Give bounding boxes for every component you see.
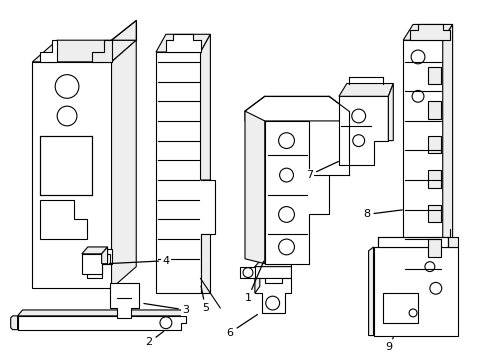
Polygon shape: [87, 249, 112, 278]
Polygon shape: [403, 40, 443, 308]
Polygon shape: [265, 121, 329, 264]
Text: 7: 7: [306, 162, 339, 180]
Polygon shape: [255, 278, 292, 313]
Polygon shape: [112, 21, 136, 40]
Polygon shape: [40, 136, 92, 195]
Polygon shape: [32, 40, 136, 62]
Polygon shape: [428, 204, 441, 222]
Polygon shape: [156, 52, 215, 293]
Polygon shape: [166, 34, 200, 52]
Polygon shape: [18, 310, 186, 316]
Text: 9: 9: [385, 338, 393, 352]
Polygon shape: [40, 40, 57, 62]
Text: 8: 8: [363, 210, 402, 220]
Text: 5: 5: [201, 286, 209, 313]
Polygon shape: [112, 40, 136, 288]
Polygon shape: [18, 316, 186, 330]
Polygon shape: [92, 40, 112, 62]
Polygon shape: [428, 239, 441, 257]
Text: 3: 3: [144, 303, 189, 315]
Polygon shape: [40, 200, 87, 239]
Polygon shape: [240, 267, 255, 278]
Polygon shape: [410, 24, 450, 40]
Polygon shape: [443, 24, 453, 308]
Polygon shape: [368, 247, 373, 336]
Polygon shape: [428, 101, 441, 119]
Bar: [383, 293, 418, 323]
Polygon shape: [200, 34, 210, 180]
Polygon shape: [339, 96, 389, 165]
Polygon shape: [428, 67, 441, 85]
Polygon shape: [82, 247, 108, 254]
Text: 6: 6: [227, 314, 258, 338]
Polygon shape: [11, 316, 18, 330]
Text: 1: 1: [245, 261, 264, 303]
Polygon shape: [428, 170, 441, 188]
Polygon shape: [101, 247, 108, 264]
Polygon shape: [200, 234, 210, 293]
Polygon shape: [156, 34, 210, 52]
Polygon shape: [389, 84, 393, 141]
Polygon shape: [255, 259, 292, 267]
Text: 2: 2: [146, 331, 164, 347]
Polygon shape: [32, 62, 112, 288]
Polygon shape: [245, 96, 349, 121]
Polygon shape: [378, 237, 448, 247]
Polygon shape: [255, 271, 260, 293]
Polygon shape: [403, 24, 453, 40]
Polygon shape: [255, 264, 292, 278]
Text: 4: 4: [109, 256, 170, 266]
Polygon shape: [428, 136, 441, 153]
Polygon shape: [110, 283, 139, 318]
Polygon shape: [448, 237, 458, 247]
Polygon shape: [82, 254, 110, 274]
Polygon shape: [245, 111, 265, 264]
Polygon shape: [373, 247, 458, 336]
Polygon shape: [339, 84, 393, 96]
